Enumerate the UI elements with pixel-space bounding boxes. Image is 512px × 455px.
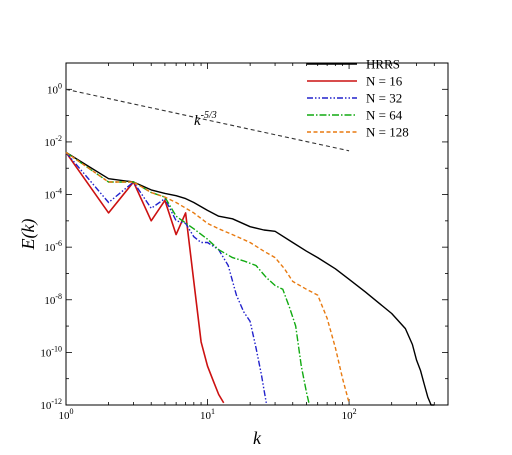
reference-line-group <box>65 88 350 152</box>
plot-area <box>65 62 449 406</box>
y-tick-label: 10-10 <box>40 344 62 359</box>
legend-label: N = 32 <box>366 91 402 106</box>
legend-label: N = 16 <box>366 74 403 89</box>
reference-line-k-5-3 <box>65 88 350 152</box>
legend-label: HRRS <box>366 57 400 72</box>
x-tick-label-exp: 1 <box>211 407 215 416</box>
x-tick-label-base: 10 <box>342 410 354 422</box>
series-lines <box>65 151 435 406</box>
x-axis-title: k <box>253 428 262 448</box>
y-tick-label-base: 10 <box>44 242 56 254</box>
series-line-n-16 <box>65 151 225 404</box>
y-tick-label-exp: -4 <box>55 187 62 196</box>
legend: HRRS N = 16 N = 32 N = 64 N = 128 <box>307 57 409 140</box>
y-tick-label: 10-2 <box>44 134 62 149</box>
x-tick-label: 101 <box>200 407 215 422</box>
y-tick-label-exp: 0 <box>58 81 62 90</box>
series-line-n-64 <box>65 151 310 404</box>
series-line-n-32 <box>65 151 267 404</box>
y-tick-label-exp: -8 <box>55 292 62 301</box>
y-tick-label-base: 10 <box>40 400 52 412</box>
y-tick-label-base: 10 <box>47 84 59 96</box>
x-tick-label: 100 <box>59 407 74 422</box>
y-tick-label-base: 10 <box>40 347 52 359</box>
y-tick-label-base: 10 <box>44 295 56 307</box>
annotation-slope-base: k <box>194 113 201 129</box>
y-tick-label-exp: -2 <box>55 134 62 143</box>
x-tick-label: 102 <box>342 407 357 422</box>
y-tick-label: 10-4 <box>44 187 62 202</box>
annotation-slope: k-5/3 <box>194 110 217 129</box>
y-tick-label-exp: -12 <box>51 397 62 406</box>
y-tick-label: 10-6 <box>44 239 62 254</box>
legend-label: N = 128 <box>366 125 409 140</box>
y-tick-label-base: 10 <box>44 190 56 202</box>
y-tick-label: 10-12 <box>40 397 62 412</box>
y-tick-label-exp: -6 <box>55 239 62 248</box>
x-tick-label-base: 10 <box>200 410 212 422</box>
y-tick-label: 10-8 <box>44 292 62 307</box>
x-tick-label-exp: 2 <box>353 407 357 416</box>
annotation-slope-exp: -5/3 <box>201 110 217 121</box>
y-tick-label-exp: -10 <box>51 344 62 353</box>
legend-label: N = 64 <box>366 108 403 123</box>
series-line-hrrs <box>65 151 435 406</box>
x-tick-label-base: 10 <box>59 410 71 422</box>
series-line-n-128 <box>65 151 350 404</box>
y-tick-label: 100 <box>47 81 62 96</box>
y-axis-title: E(k) <box>18 219 39 251</box>
y-tick-label-base: 10 <box>44 137 56 149</box>
x-tick-label-exp: 0 <box>70 407 74 416</box>
